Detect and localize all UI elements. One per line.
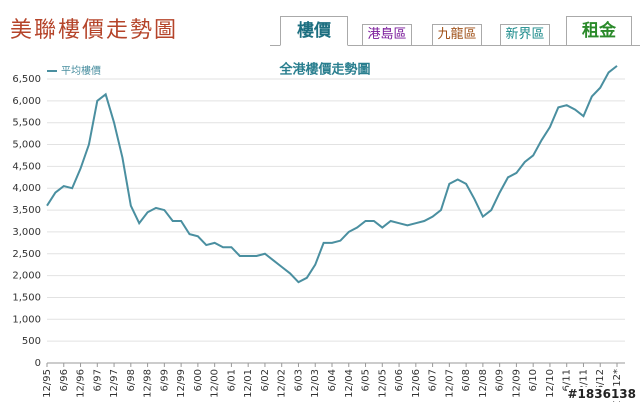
tab[interactable]: 九龍區 xyxy=(432,24,482,46)
x-tick-label: 6/11 xyxy=(562,369,573,391)
x-tick-label: 12/99 xyxy=(176,369,187,398)
x-tick-label: 11/12* xyxy=(612,369,623,403)
x-tick-label: 6/99 xyxy=(159,369,170,391)
chart-title: 全港樓價走勢圖 xyxy=(278,62,370,78)
tab[interactable]: 港島區 xyxy=(362,24,412,46)
x-tick-label: 12/04 xyxy=(344,369,355,398)
x-tick-label: 6/06 xyxy=(394,369,405,391)
x-tick-label: 6/04 xyxy=(327,369,338,391)
tab[interactable]: 樓價 xyxy=(280,16,348,46)
x-tick-label: 12/11 xyxy=(578,369,589,398)
x-tick-label: 6/97 xyxy=(92,369,103,391)
watermark: #1836138 xyxy=(567,387,636,401)
tab[interactable]: 新界區 xyxy=(500,24,550,46)
line xyxy=(46,65,618,284)
x-tick-label: 6/12 xyxy=(595,369,606,391)
x-tick-label: 12/10 xyxy=(545,369,556,398)
x-tick-label: 12/03 xyxy=(310,369,321,398)
x-tick-label: 6/96 xyxy=(59,369,70,391)
y-tick-label: 1,000 xyxy=(12,314,41,325)
x-tick-label: 12/95 xyxy=(42,369,53,398)
y-tick-label: 3,000 xyxy=(12,227,41,238)
x-tick-label: 12/05 xyxy=(377,369,388,398)
x-tick-label: 6/01 xyxy=(226,369,237,391)
legend-label: 平均樓價 xyxy=(61,64,101,77)
x-tick-label: 12/09 xyxy=(511,369,522,398)
x-tick-label: 6/98 xyxy=(126,369,137,391)
x-tick-label: 12/96 xyxy=(76,369,87,398)
x-tick-label: 12/98 xyxy=(143,369,154,398)
x-tick-label: 12/00 xyxy=(210,369,221,398)
x-tick-label: 6/07 xyxy=(428,369,439,391)
y-tick-label: 4,500 xyxy=(12,161,41,172)
x-tick-label: 12/06 xyxy=(411,369,422,398)
y-tick-label: 1,500 xyxy=(12,292,41,303)
logo-title: 美聯樓價走勢圖 xyxy=(10,18,179,43)
y-tick-label: 5,500 xyxy=(12,118,41,129)
y-tick-label: 6,000 xyxy=(12,96,41,107)
x-tick-label: 6/02 xyxy=(260,369,271,391)
x-tick-label: 6/10 xyxy=(528,369,539,391)
y-tick-label: 5,000 xyxy=(12,140,41,151)
y-tick-label: 3,500 xyxy=(12,205,41,216)
tab[interactable]: 租金 xyxy=(566,16,632,46)
x-tick-label: 12/02 xyxy=(277,369,288,398)
y-tick-label: 0 xyxy=(35,358,41,369)
x-tick-label: 6/09 xyxy=(495,369,506,391)
y-tick-label: 2,500 xyxy=(12,249,41,260)
y-tick-label: 2,000 xyxy=(12,271,41,282)
x-tick-label: 6/03 xyxy=(293,369,304,391)
y-tick-label: 500 xyxy=(22,336,41,347)
y-tick-label: 4,000 xyxy=(12,183,41,194)
x-tick-label: 6/00 xyxy=(193,369,204,391)
x-tick-label: 6/08 xyxy=(461,369,472,391)
x-tick-label: 12/08 xyxy=(478,369,489,398)
x-tick-label: 12/01 xyxy=(243,369,254,398)
x-tick-label: 12/97 xyxy=(109,369,120,398)
x-tick-label: 6/05 xyxy=(361,369,372,391)
x-tick-label: 12/07 xyxy=(444,369,455,398)
y-tick-label: 6,500 xyxy=(12,74,41,85)
